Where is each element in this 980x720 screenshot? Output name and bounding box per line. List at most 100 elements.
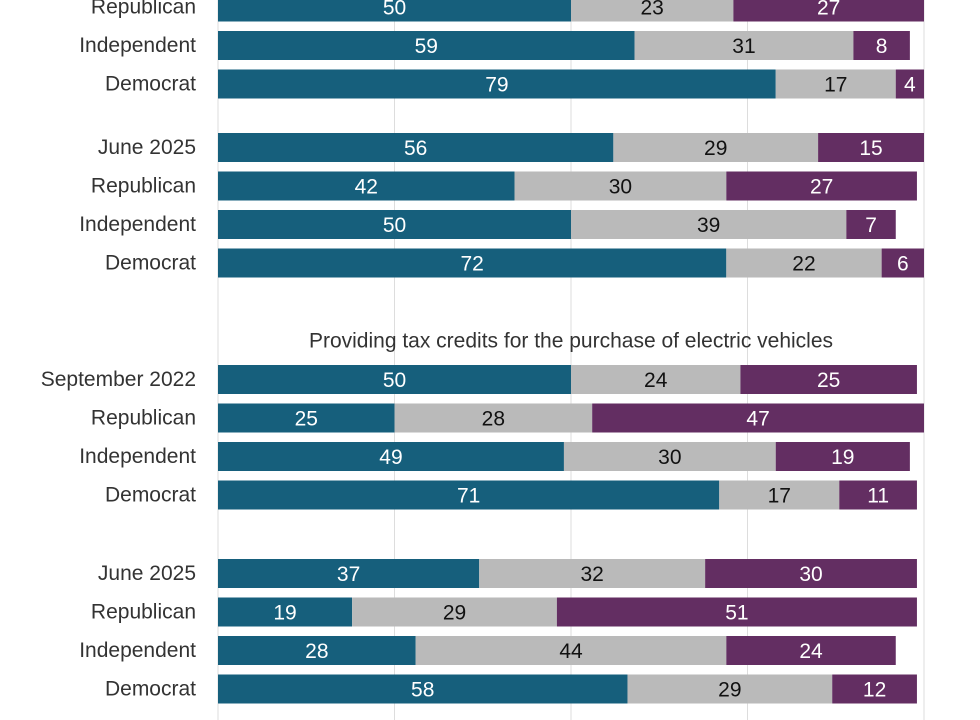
bar-segment-2	[627, 674, 833, 704]
data-label: 24	[644, 369, 668, 392]
bar-segment-2	[563, 442, 776, 471]
bar-segment-1	[218, 403, 395, 433]
bar-segment-3	[705, 559, 917, 588]
bar-segment-1	[218, 69, 776, 99]
data-label: 15	[859, 137, 882, 160]
data-label: 25	[295, 408, 318, 431]
category-label: Independent	[79, 445, 196, 468]
bar-segment-3	[818, 133, 924, 162]
bar-segment-2	[571, 0, 734, 22]
panel-title: Providing tax credits for the purchase o…	[309, 330, 833, 353]
data-label: 19	[273, 602, 296, 625]
data-label: 27	[817, 0, 840, 20]
data-label: 4	[904, 74, 916, 97]
category-label: Democrat	[105, 73, 196, 96]
data-label: 29	[443, 602, 466, 625]
data-label: 28	[305, 640, 328, 663]
bar-segment-1	[218, 636, 416, 665]
category-label: Republican	[91, 407, 196, 430]
bar-segment-1	[218, 559, 480, 588]
bar-segment-2	[394, 403, 593, 433]
bar-segment-2	[352, 597, 557, 627]
data-label: 59	[415, 35, 438, 58]
bar-segment-2	[719, 480, 840, 510]
bar-segment-2	[613, 133, 819, 162]
data-label: 37	[337, 563, 360, 586]
data-label: 72	[460, 253, 483, 276]
bar-segment-1	[218, 171, 515, 201]
bar-segment-1	[218, 210, 571, 239]
labels-layer: Republican 50 23 27 Independent 59 31 8 Democrat…	[41, 0, 916, 702]
data-label: 30	[609, 176, 632, 199]
data-label: 27	[810, 176, 833, 199]
bars-layer	[218, 0, 924, 704]
category-label: Independent	[79, 639, 196, 662]
category-label: September 2022	[41, 368, 196, 391]
bar-segment-2	[726, 248, 882, 278]
data-label: 7	[865, 214, 877, 237]
bar-segment-3	[881, 248, 924, 278]
data-label: 79	[485, 74, 508, 97]
data-label: 42	[355, 176, 378, 199]
data-label: 47	[746, 408, 769, 431]
category-label: Democrat	[105, 678, 196, 701]
bar-segment-2	[514, 171, 727, 201]
category-label: Republican	[91, 601, 196, 624]
data-label: 39	[697, 214, 720, 237]
bar-segment-1	[218, 480, 720, 510]
data-label: 58	[411, 679, 434, 702]
bar-segment-2	[479, 559, 706, 588]
bar-segment-1	[218, 31, 635, 60]
bar-segment-3	[733, 0, 924, 22]
data-label: 8	[876, 35, 888, 58]
bar-segment-1	[218, 442, 564, 471]
bar-segment-3	[846, 210, 896, 239]
category-label: Republican	[91, 0, 196, 19]
data-label: 49	[379, 446, 402, 469]
bar-segment-3	[839, 480, 917, 510]
data-label: 44	[559, 640, 583, 663]
bar-segment-3	[592, 403, 924, 433]
bar-segment-2	[775, 69, 896, 99]
data-label: 71	[457, 485, 480, 508]
data-label: 50	[383, 214, 406, 237]
bar-segment-2	[415, 636, 727, 665]
data-label: 30	[658, 446, 681, 469]
bar-segment-3	[775, 442, 910, 471]
bar-segment-3	[853, 31, 910, 60]
data-label: 11	[867, 485, 889, 508]
data-label: 29	[718, 679, 741, 702]
category-label: June 2025	[98, 562, 196, 585]
bar-segment-1	[218, 133, 614, 162]
bar-segment-2	[634, 31, 854, 60]
category-label: Democrat	[105, 484, 196, 507]
category-label: Independent	[79, 34, 196, 57]
data-label: 6	[897, 253, 909, 276]
category-label: Democrat	[105, 252, 196, 275]
data-label: 56	[404, 137, 427, 160]
bar-segment-1	[218, 674, 628, 704]
data-label: 29	[704, 137, 727, 160]
data-label: 23	[641, 0, 664, 20]
bar-segment-3	[726, 636, 896, 665]
data-label: 28	[482, 408, 505, 431]
bar-segment-3	[895, 69, 924, 99]
data-label: 19	[831, 446, 854, 469]
data-label: 24	[799, 640, 823, 663]
bar-segment-1	[218, 365, 571, 394]
category-label: Republican	[91, 175, 196, 198]
bar-segment-1	[218, 0, 571, 22]
bar-segment-3	[556, 597, 917, 627]
data-label: 17	[824, 74, 847, 97]
data-label: 17	[768, 485, 791, 508]
data-label: 51	[725, 602, 748, 625]
bar-segment-2	[571, 365, 741, 394]
data-label: 50	[383, 0, 406, 20]
data-label: 32	[581, 563, 604, 586]
bar-segment-3	[726, 171, 917, 201]
data-label: 50	[383, 369, 406, 392]
data-label: 12	[863, 679, 886, 702]
data-label: 25	[817, 369, 840, 392]
bar-segment-3	[832, 674, 917, 704]
